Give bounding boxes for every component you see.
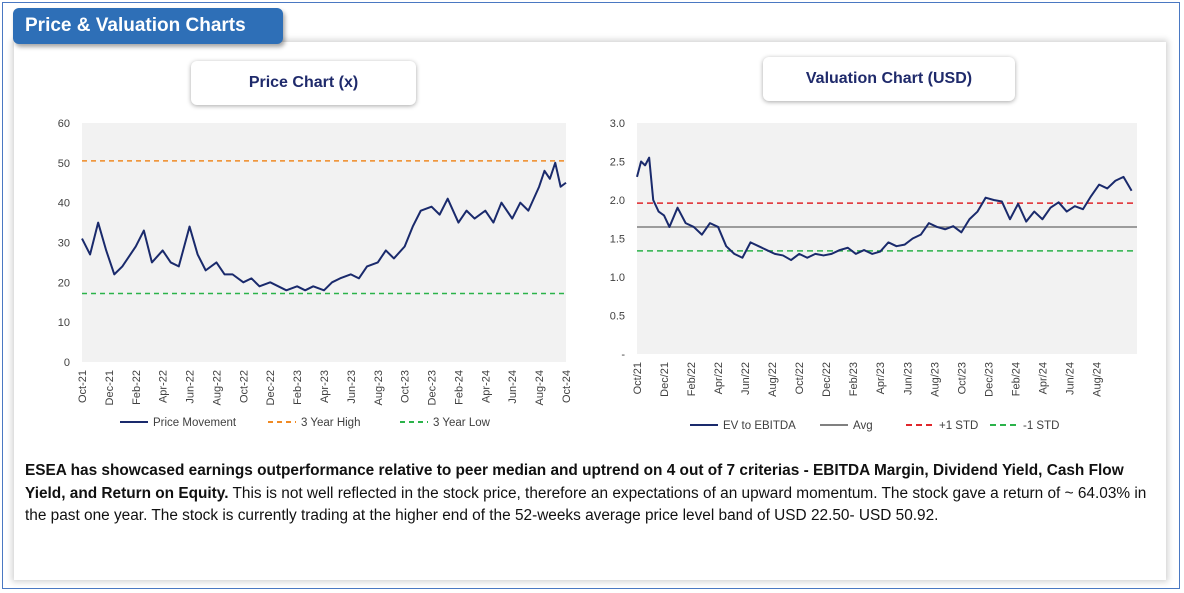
y-tick-label: 10	[58, 317, 70, 329]
x-tick-label: Aug/23	[929, 362, 941, 397]
y-tick-label: 2.0	[610, 195, 625, 207]
y-tick-label: 50	[58, 158, 70, 170]
legend-label: Price Movement	[153, 417, 237, 429]
x-tick-label: Apr/23	[875, 362, 887, 394]
x-tick-label: Feb-24	[453, 370, 465, 405]
x-tick-label: Apr-22	[158, 370, 170, 403]
y-tick-label: 30	[58, 238, 70, 250]
x-tick-label: Jun/24	[1064, 362, 1076, 395]
x-tick-label: Feb/24	[1010, 362, 1022, 396]
x-tick-label: Apr/24	[1037, 362, 1049, 394]
x-tick-label: Jun/22	[740, 362, 752, 395]
x-tick-label: Aug/24	[1091, 362, 1103, 397]
x-tick-label: Dec/21	[659, 362, 671, 397]
series-line-price-movement	[81, 161, 567, 292]
x-tick-label: Apr-23	[319, 370, 331, 403]
y-tick-label: -	[621, 349, 625, 361]
summary-bold-text: ESEA has showcased earnings outperforman…	[25, 462, 1124, 502]
x-tick-label: Dec-21	[104, 370, 116, 405]
price-chart-title: Price Chart (x)	[191, 61, 416, 105]
y-tick-label: 2.5	[610, 157, 625, 169]
x-tick-label: Feb/23	[848, 362, 860, 396]
x-tick-label: Dec/22	[821, 362, 833, 397]
x-tick-label: Dec-23	[427, 370, 439, 405]
summary-text: This is not well reflected in the stock …	[25, 484, 1147, 525]
x-tick-label: Apr-24	[480, 370, 492, 403]
y-tick-label: 1.0	[610, 272, 625, 284]
legend-label: 3 Year Low	[433, 417, 491, 429]
x-tick-label: Aug/22	[767, 362, 779, 397]
plot-area	[637, 123, 1137, 354]
x-tick-label: Oct/21	[632, 362, 644, 394]
y-tick-label: 3.0	[610, 118, 625, 130]
x-tick-label: Jun-23	[346, 370, 358, 404]
y-tick-label: 60	[58, 118, 70, 130]
y-tick-label: 0.5	[610, 311, 625, 323]
x-tick-label: Oct/23	[956, 362, 968, 394]
x-tick-label: Feb/22	[686, 362, 698, 396]
y-tick-label: 0	[64, 357, 70, 369]
legend-label: Avg	[853, 420, 873, 432]
valuation-chart-title: Valuation Chart (USD)	[763, 57, 1015, 101]
x-tick-label: Aug-24	[534, 370, 546, 405]
section-header: Price & Valuation Charts	[13, 8, 283, 44]
x-tick-label: Dec-22	[265, 370, 277, 405]
x-tick-label: Oct-24	[561, 370, 573, 403]
legend-label: EV to EBITDA	[723, 420, 796, 432]
legend-label: 3 Year High	[301, 417, 360, 429]
legend-label: +1 STD	[939, 420, 978, 432]
x-tick-label: Oct-22	[238, 370, 250, 403]
x-tick-label: Jun/23	[902, 362, 914, 395]
x-tick-label: Jun-22	[185, 370, 197, 404]
x-tick-label: Jun-24	[507, 370, 519, 404]
plot-area	[82, 123, 566, 362]
x-tick-label: Feb-22	[131, 370, 143, 405]
x-tick-label: Aug-22	[211, 370, 223, 405]
y-tick-label: 1.5	[610, 234, 625, 246]
x-tick-label: Feb-23	[292, 370, 304, 405]
y-tick-label: 40	[58, 198, 70, 210]
x-tick-label: Dec/23	[983, 362, 995, 397]
x-tick-label: Apr/22	[713, 362, 725, 394]
summary-paragraph: ESEA has showcased earnings outperforman…	[25, 460, 1160, 528]
x-tick-label: Aug-23	[373, 370, 385, 405]
y-tick-label: 20	[58, 277, 70, 289]
x-tick-label: Oct/22	[794, 362, 806, 394]
x-tick-label: Oct-23	[400, 370, 412, 403]
legend-label: -1 STD	[1023, 420, 1059, 432]
x-tick-label: Oct-21	[77, 370, 89, 403]
